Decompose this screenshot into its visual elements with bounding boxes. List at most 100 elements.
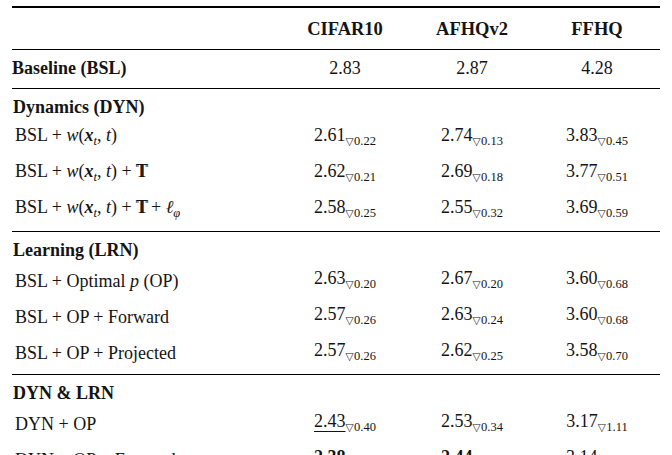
label-segment: +	[147, 197, 166, 217]
section-title: Learning (LRN)	[12, 231, 660, 264]
method-label: Baseline (BSL)	[12, 50, 280, 89]
metric-cell: 2.62▽0.25	[410, 336, 534, 375]
method-label: BSL + w(xt, t)	[12, 121, 280, 157]
delta-value: 0.26	[354, 313, 376, 327]
metric-cell: 2.58▽0.25	[280, 193, 410, 232]
metric-cell: 2.74▽0.13	[410, 121, 534, 157]
delta-value: 0.22	[354, 134, 376, 148]
triangle-down-icon: ▽	[346, 207, 354, 219]
section-learning: Learning (LRN) BSL + Optimal p (OP) 2.63…	[12, 231, 660, 374]
triangle-down-icon: ▽	[598, 314, 606, 326]
label-segment: w	[67, 197, 79, 217]
delta-value: 0.59	[606, 206, 628, 220]
fid-value: 2.57	[314, 304, 346, 324]
fid-delta: ▽0.40	[346, 420, 376, 434]
delta-value: 0.45	[606, 134, 628, 148]
metric-cell: 2.87	[410, 50, 534, 89]
triangle-down-icon: ▽	[598, 207, 606, 219]
fid-value: 2.55	[441, 197, 473, 217]
header-row: CIFAR10 AFHQv2 FFHQ	[12, 7, 660, 50]
table-row: DYN + OP + Forward 2.38▽0.45 2.44▽0.43 3…	[12, 443, 660, 455]
fid-delta: ▽0.13	[473, 134, 503, 148]
triangle-down-icon: ▽	[346, 171, 354, 183]
delta-value: 0.25	[481, 349, 503, 363]
metric-cell: 3.83▽0.45	[534, 121, 660, 157]
delta-value: 0.21	[354, 170, 376, 184]
table-header: CIFAR10 AFHQv2 FFHQ	[12, 7, 660, 50]
metric-cell: 2.63▽0.20	[280, 264, 410, 300]
table-row: BSL + Optimal p (OP) 2.63▽0.20 2.67▽0.20…	[12, 264, 660, 300]
metric-cell: 2.63▽0.24	[410, 300, 534, 336]
column-header-afhqv2: AFHQv2	[410, 7, 534, 50]
section-title: Dynamics (DYN)	[12, 88, 660, 121]
metric-cell: 2.67▽0.20	[410, 264, 534, 300]
results-table-container: CIFAR10 AFHQv2 FFHQ Baseline (BSL) 2.83 …	[12, 6, 660, 455]
delta-value: 0.40	[354, 420, 376, 434]
fid-value: 3.17	[566, 411, 598, 431]
label-segment: T	[136, 161, 147, 181]
table-row: Baseline (BSL) 2.83 2.87 4.28	[12, 50, 660, 89]
method-label: DYN + OP + Forward	[12, 443, 280, 455]
fid-delta: ▽0.20	[346, 277, 376, 291]
triangle-down-icon: ▽	[473, 421, 481, 433]
label-segment: ) +	[111, 197, 136, 217]
label-segment: ) +	[111, 161, 136, 181]
metric-cell: 2.57▽0.26	[280, 336, 410, 375]
table-row: BSL + w(xt, t) + T + ℓφ 2.58▽0.25 2.55▽0…	[12, 193, 660, 232]
label-segment: w	[67, 125, 79, 145]
metric-cell: 3.69▽0.59	[534, 193, 660, 232]
fid-delta: ▽0.34	[473, 420, 503, 434]
fid-value: 3.60	[566, 304, 598, 324]
delta-value: 0.70	[606, 349, 628, 363]
section-dynamics: Dynamics (DYN) BSL + w(xt, t) 2.61▽0.22 …	[12, 88, 660, 231]
label-segment: DYN + OP	[15, 414, 96, 434]
section-dyn-lrn: DYN & LRN DYN + OP 2.43▽0.40 2.53▽0.34 3…	[12, 374, 660, 455]
section-header-row: Learning (LRN)	[12, 231, 660, 264]
label-segment: ,	[97, 161, 106, 181]
label-segment: BSL + OP + Projected	[15, 343, 176, 363]
fid-value: 3.83	[566, 125, 598, 145]
metric-cell: 4.28	[534, 50, 660, 89]
triangle-down-icon: ▽	[598, 421, 606, 433]
fid-value: 3.77	[566, 161, 598, 181]
delta-value: 0.20	[354, 277, 376, 291]
fid-value: 2.83	[329, 58, 361, 78]
fid-delta: ▽0.70	[598, 349, 628, 363]
table-row: BSL + w(xt, t) 2.61▽0.22 2.74▽0.13 3.83▽…	[12, 121, 660, 157]
fid-delta: ▽0.26	[346, 349, 376, 363]
fid-value: 3.58	[566, 340, 598, 360]
label-segment: BSL +	[15, 197, 67, 217]
fid-delta: ▽0.68	[598, 277, 628, 291]
triangle-down-icon: ▽	[598, 278, 606, 290]
table-row: BSL + w(xt, t) + T 2.62▽0.21 2.69▽0.18 3…	[12, 157, 660, 193]
label-segment: x	[85, 197, 94, 217]
fid-value: 2.53	[441, 411, 473, 431]
metric-cell: 2.55▽0.32	[410, 193, 534, 232]
label-segment: x	[85, 125, 94, 145]
column-header-cifar10: CIFAR10	[280, 7, 410, 50]
metric-cell: 2.61▽0.22	[280, 121, 410, 157]
section-title: DYN & LRN	[12, 374, 660, 407]
delta-value: 0.68	[606, 277, 628, 291]
triangle-down-icon: ▽	[473, 135, 481, 147]
metric-cell: 3.17▽1.11	[534, 407, 660, 443]
fid-value: 2.69	[441, 161, 473, 181]
metric-cell: 3.77▽0.51	[534, 157, 660, 193]
triangle-down-icon: ▽	[346, 314, 354, 326]
label-segment: p	[130, 271, 139, 291]
label-segment: ,	[97, 197, 106, 217]
delta-value: 0.25	[354, 206, 376, 220]
metric-cell: 2.44▽0.43	[410, 443, 534, 455]
method-label: BSL + OP + Forward	[12, 300, 280, 336]
fid-delta: ▽0.20	[473, 277, 503, 291]
fid-value: 2.44	[441, 447, 473, 455]
triangle-down-icon: ▽	[346, 350, 354, 362]
triangle-down-icon: ▽	[598, 135, 606, 147]
label-segment: BSL +	[15, 161, 67, 181]
method-label: BSL + Optimal p (OP)	[12, 264, 280, 300]
fid-value: 2.62	[441, 340, 473, 360]
triangle-down-icon: ▽	[346, 421, 354, 433]
fid-delta: ▽0.51	[598, 170, 628, 184]
fid-delta: ▽0.21	[346, 170, 376, 184]
method-label: DYN + OP	[12, 407, 280, 443]
